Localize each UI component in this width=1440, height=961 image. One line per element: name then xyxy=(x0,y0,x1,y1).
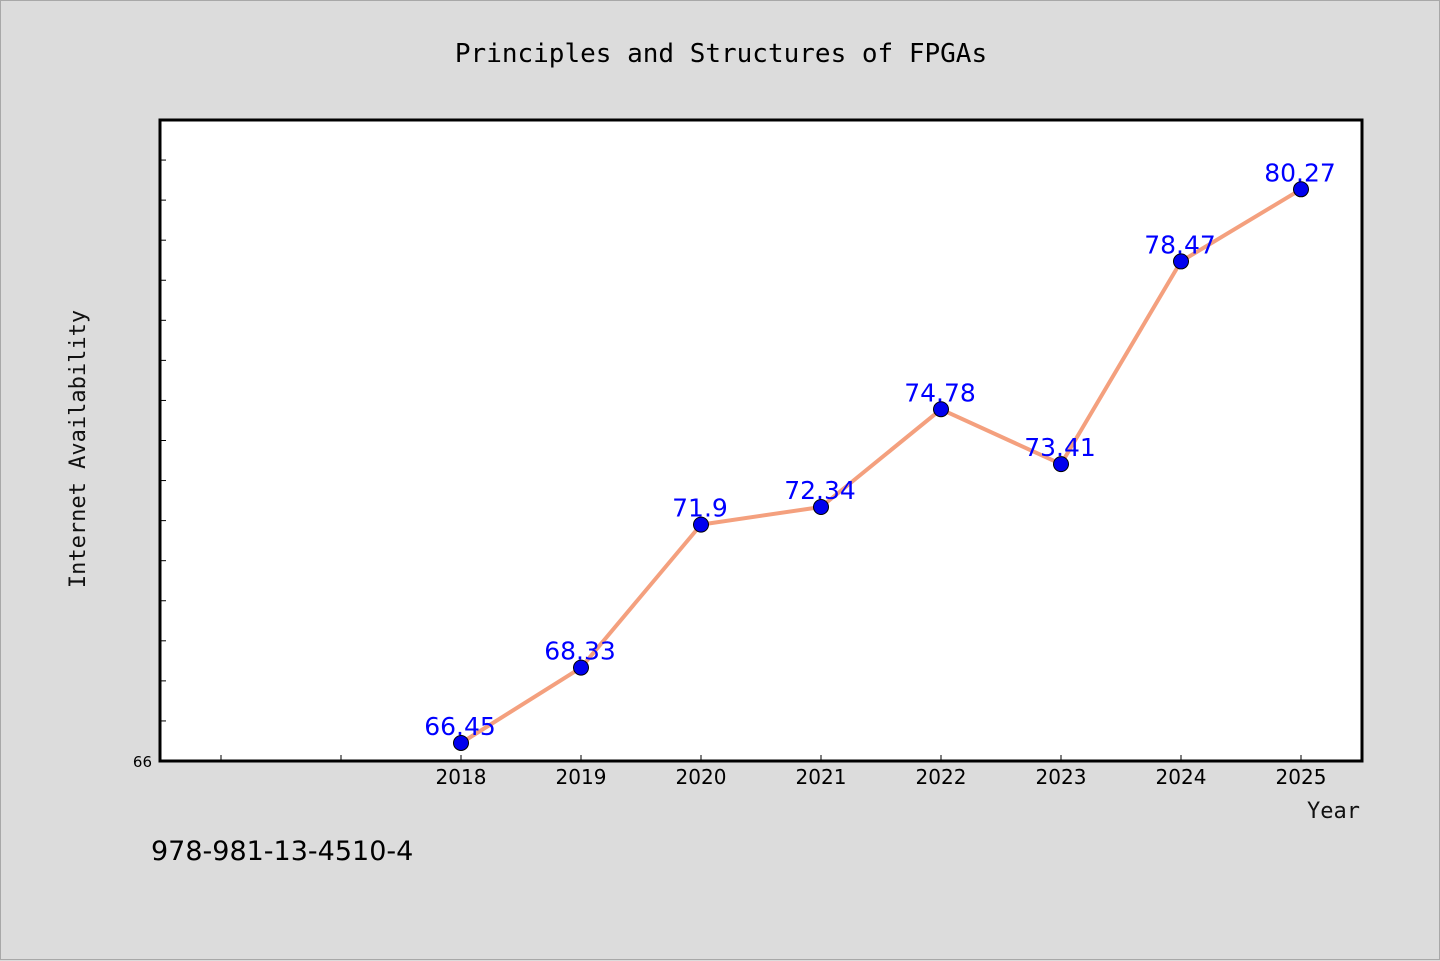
x-axis-label: Year xyxy=(1307,799,1360,824)
data-label: 74.78 xyxy=(904,378,976,407)
data-label: 80.27 xyxy=(1264,158,1336,187)
x-axis-ticks: 2018 2019 2020 2021 2022 2023 2024 2025 xyxy=(220,755,1327,789)
data-label: 78.47 xyxy=(1144,230,1216,259)
data-point xyxy=(1173,253,1189,270)
data-label: 68.33 xyxy=(544,637,616,666)
x-tick-label: 2023 xyxy=(1036,765,1087,789)
x-tick-label: 2022 xyxy=(916,765,967,789)
data-point xyxy=(1293,181,1309,198)
data-label: 72.34 xyxy=(784,476,856,505)
y-axis-label: Internet Availability xyxy=(66,310,91,588)
y-tick-label: 66 xyxy=(133,753,152,771)
data-label: 66.45 xyxy=(424,712,496,741)
series-line xyxy=(459,187,1303,745)
series-layer: 66.45 68.33 71.9 72.34 74.78 73.41 78.47 80.27 xyxy=(424,158,1336,751)
x-tick-label: 2021 xyxy=(796,765,847,789)
x-tick-label: 2018 xyxy=(436,765,487,789)
isbn-text: 978-981-13-4510-4 xyxy=(151,836,414,867)
data-point xyxy=(933,401,949,418)
data-point xyxy=(693,516,709,533)
x-tick-label: 2025 xyxy=(1276,765,1327,789)
x-tick-label: 2024 xyxy=(1156,765,1207,789)
y-axis-ticks: 66 xyxy=(133,159,166,771)
data-point xyxy=(453,734,469,751)
data-point xyxy=(813,499,829,516)
data-label: 73.41 xyxy=(1024,433,1096,462)
x-tick-label: 2019 xyxy=(556,765,607,789)
plot-area xyxy=(158,118,1364,763)
data-label: 71.9 xyxy=(672,494,728,523)
chart-title: Principles and Structures of FPGAs xyxy=(455,39,987,69)
x-tick-label: 2020 xyxy=(676,765,727,789)
data-point xyxy=(573,659,589,676)
data-point xyxy=(1053,456,1069,473)
